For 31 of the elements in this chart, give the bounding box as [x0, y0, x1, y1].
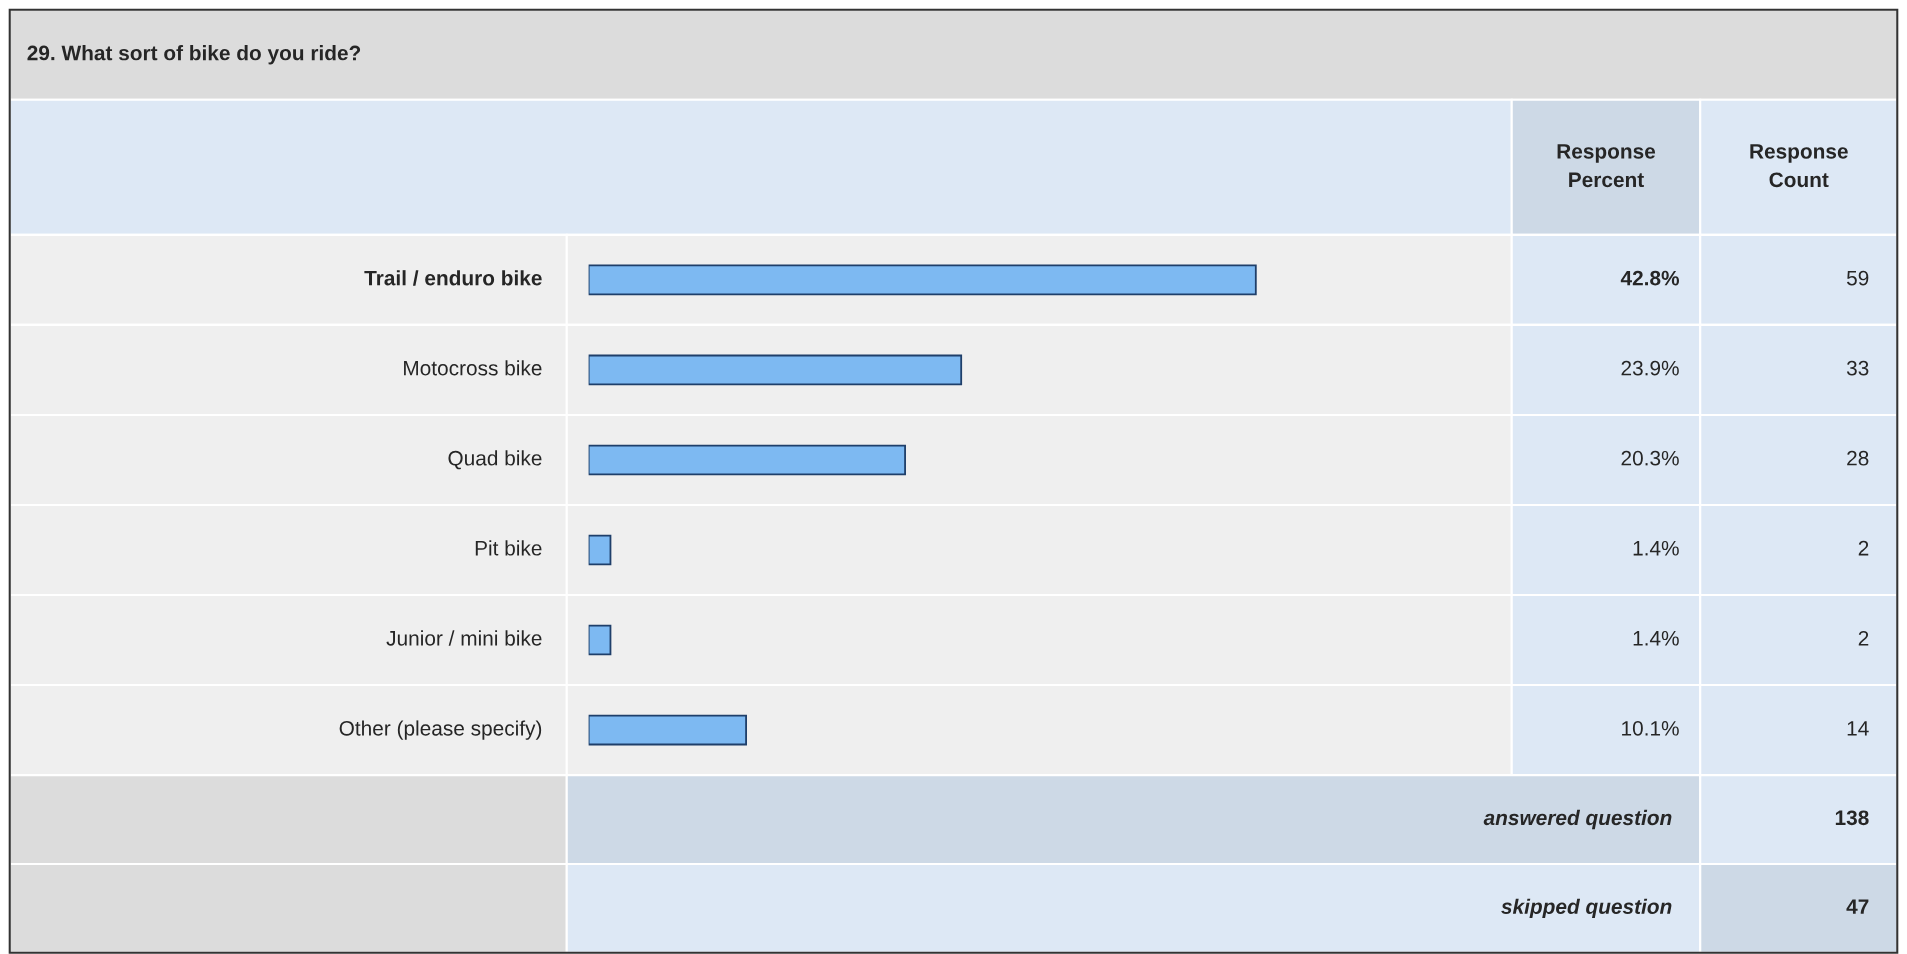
y-tick-label: Junior / mini bike	[386, 630, 542, 646]
text: 138	[1835, 810, 1869, 826]
bar	[588, 264, 1257, 296]
y-tick-label: Quad bike	[448, 450, 542, 470]
y-tick-label: Motocross bike	[404, 360, 542, 376]
text: 33	[1846, 360, 1869, 376]
bar	[588, 534, 612, 566]
bar	[588, 624, 612, 656]
data-label: 23.9%	[1621, 360, 1679, 376]
text: Response Count	[1750, 144, 1848, 188]
text: skipped question	[1501, 898, 1672, 919]
data-label: 20.3%	[1621, 450, 1679, 466]
data-label: 1.4%	[1633, 540, 1679, 556]
y-tick-label: Pit bike	[475, 540, 542, 556]
text: answered question	[1483, 809, 1672, 830]
text: 14	[1847, 721, 1869, 736]
data-label: 42.8%	[1620, 270, 1680, 286]
data-label: 10.1%	[1622, 720, 1679, 736]
text: 2	[1858, 540, 1869, 556]
text: 29. What sort of bike do you ride?	[27, 45, 361, 65]
bar	[588, 444, 906, 476]
data-label: 1.4%	[1633, 630, 1679, 646]
y-tick-label: Trail / enduro bike	[364, 270, 542, 286]
text: 47	[1846, 899, 1869, 914]
text: 2	[1858, 630, 1869, 646]
y-tick-label: Other (please specify)	[339, 720, 542, 740]
text: 59	[1846, 270, 1869, 286]
bar	[588, 354, 963, 386]
text: Response Percent	[1557, 144, 1656, 188]
text: 28	[1847, 450, 1869, 466]
bar	[588, 714, 747, 746]
